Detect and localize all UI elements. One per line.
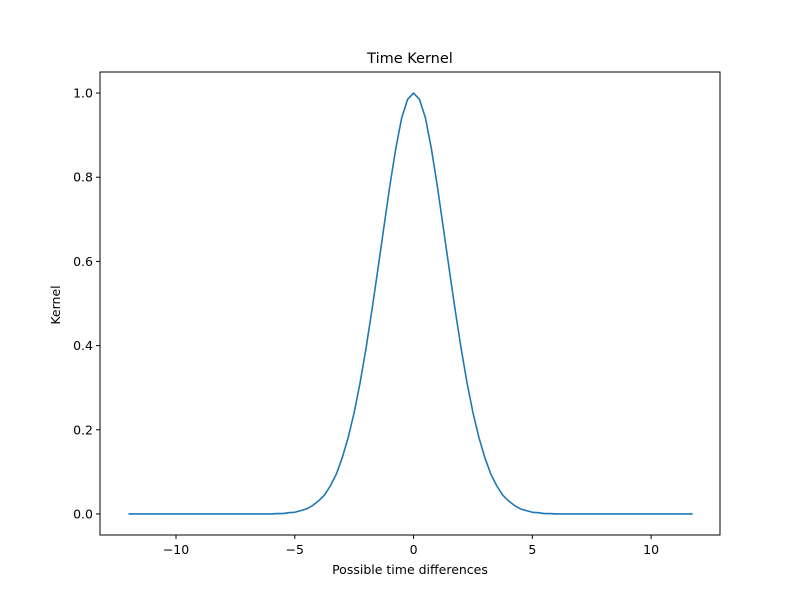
axes-frame: [99, 71, 721, 536]
y-axis-ticks: 0.0 0.2 0.4 0.6 0.8 1.0: [73, 86, 100, 521]
series-line-kernel: [128, 92, 693, 515]
chart-title: Time Kernel: [366, 51, 453, 67]
x-axis-ticks: −10 −5 0 5 10: [163, 535, 659, 557]
y-tick-label: 0.8: [73, 170, 93, 185]
x-tick-label: 10: [643, 542, 659, 557]
y-tick-label: 1.0: [73, 86, 93, 101]
x-axis-label: Possible time differences: [332, 562, 488, 577]
x-tick-label: −5: [286, 542, 304, 557]
x-tick-label: 5: [528, 542, 536, 557]
y-tick-label: 0.2: [73, 422, 93, 437]
y-tick-label: 0.4: [73, 338, 93, 353]
y-axis-label: Kernel: [48, 285, 63, 324]
y-tick-label: 0.6: [73, 254, 93, 269]
plot-area: −10 −5 0 5 10 0.0 0.2 0.4 0.6 0.8 1.0: [73, 71, 721, 557]
y-tick-label: 0.0: [73, 506, 93, 521]
x-tick-label: −10: [163, 542, 189, 557]
x-tick-label: 0: [410, 542, 418, 557]
